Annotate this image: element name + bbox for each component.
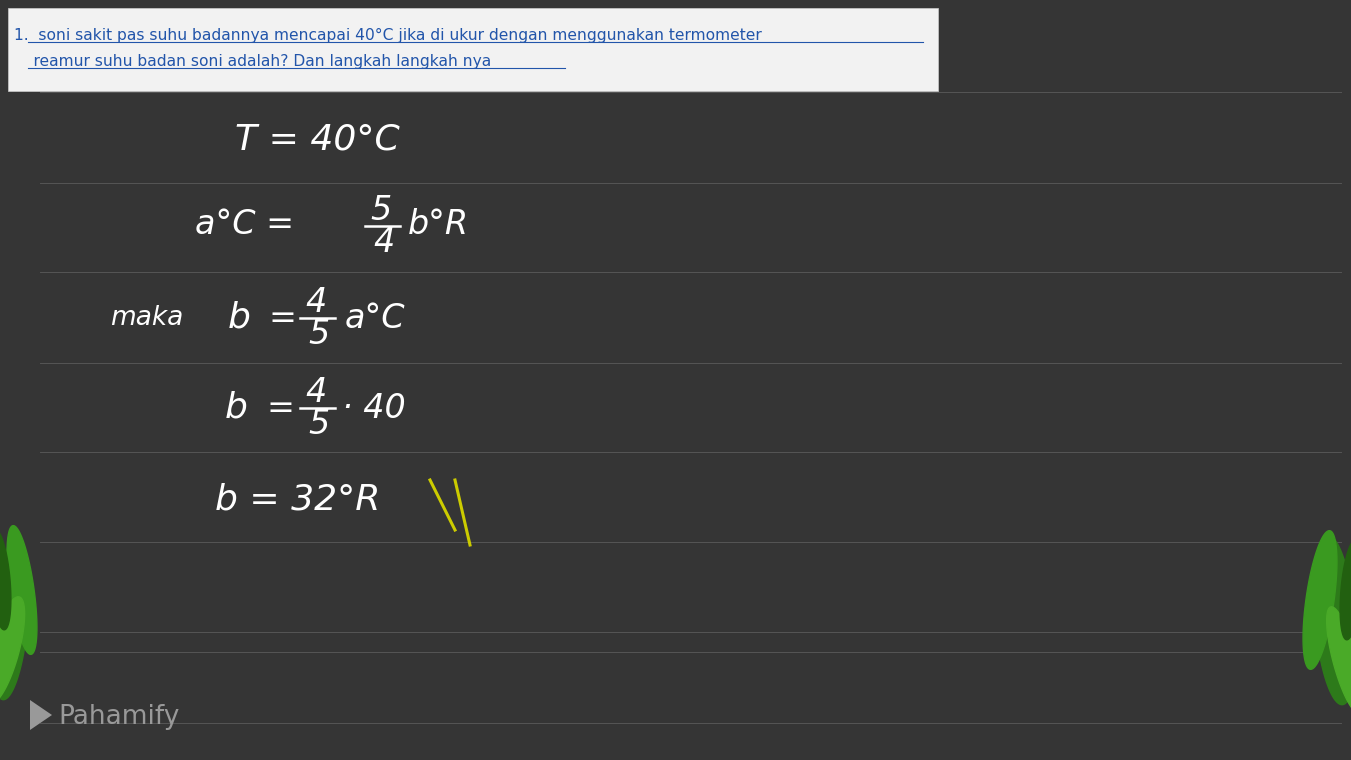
Text: a°C: a°C <box>345 302 405 334</box>
Text: =: = <box>266 391 295 425</box>
Text: =: = <box>267 302 296 334</box>
Text: a°C =: a°C = <box>195 208 305 242</box>
Text: b: b <box>226 391 247 425</box>
Polygon shape <box>1327 606 1351 713</box>
Polygon shape <box>1304 530 1337 670</box>
Polygon shape <box>7 526 36 654</box>
Text: Pahamify: Pahamify <box>58 704 180 730</box>
Polygon shape <box>1340 540 1351 640</box>
Text: b°R: b°R <box>408 208 469 242</box>
Polygon shape <box>0 540 30 700</box>
Text: reamur suhu badan soni adalah? Dan langkah langkah nya: reamur suhu badan soni adalah? Dan langk… <box>14 54 492 69</box>
Text: T = 40°C: T = 40°C <box>235 123 400 157</box>
FancyBboxPatch shape <box>8 8 938 91</box>
Polygon shape <box>0 597 24 703</box>
Text: b: b <box>228 301 251 335</box>
Text: 5: 5 <box>308 409 330 442</box>
Text: maka: maka <box>109 305 184 331</box>
Text: 1.  soni sakit pas suhu badannya mencapai 40°C jika di ukur dengan menggunakan t: 1. soni sakit pas suhu badannya mencapai… <box>14 28 762 43</box>
Text: 4: 4 <box>373 226 394 258</box>
Text: 4: 4 <box>305 375 326 409</box>
Text: 5: 5 <box>370 194 392 226</box>
Polygon shape <box>0 530 11 630</box>
Polygon shape <box>30 700 51 730</box>
Text: · 40: · 40 <box>342 391 405 425</box>
Text: b = 32°R: b = 32°R <box>215 483 381 517</box>
Text: 4: 4 <box>305 286 326 318</box>
Polygon shape <box>1313 535 1351 705</box>
Text: 5: 5 <box>308 318 330 351</box>
